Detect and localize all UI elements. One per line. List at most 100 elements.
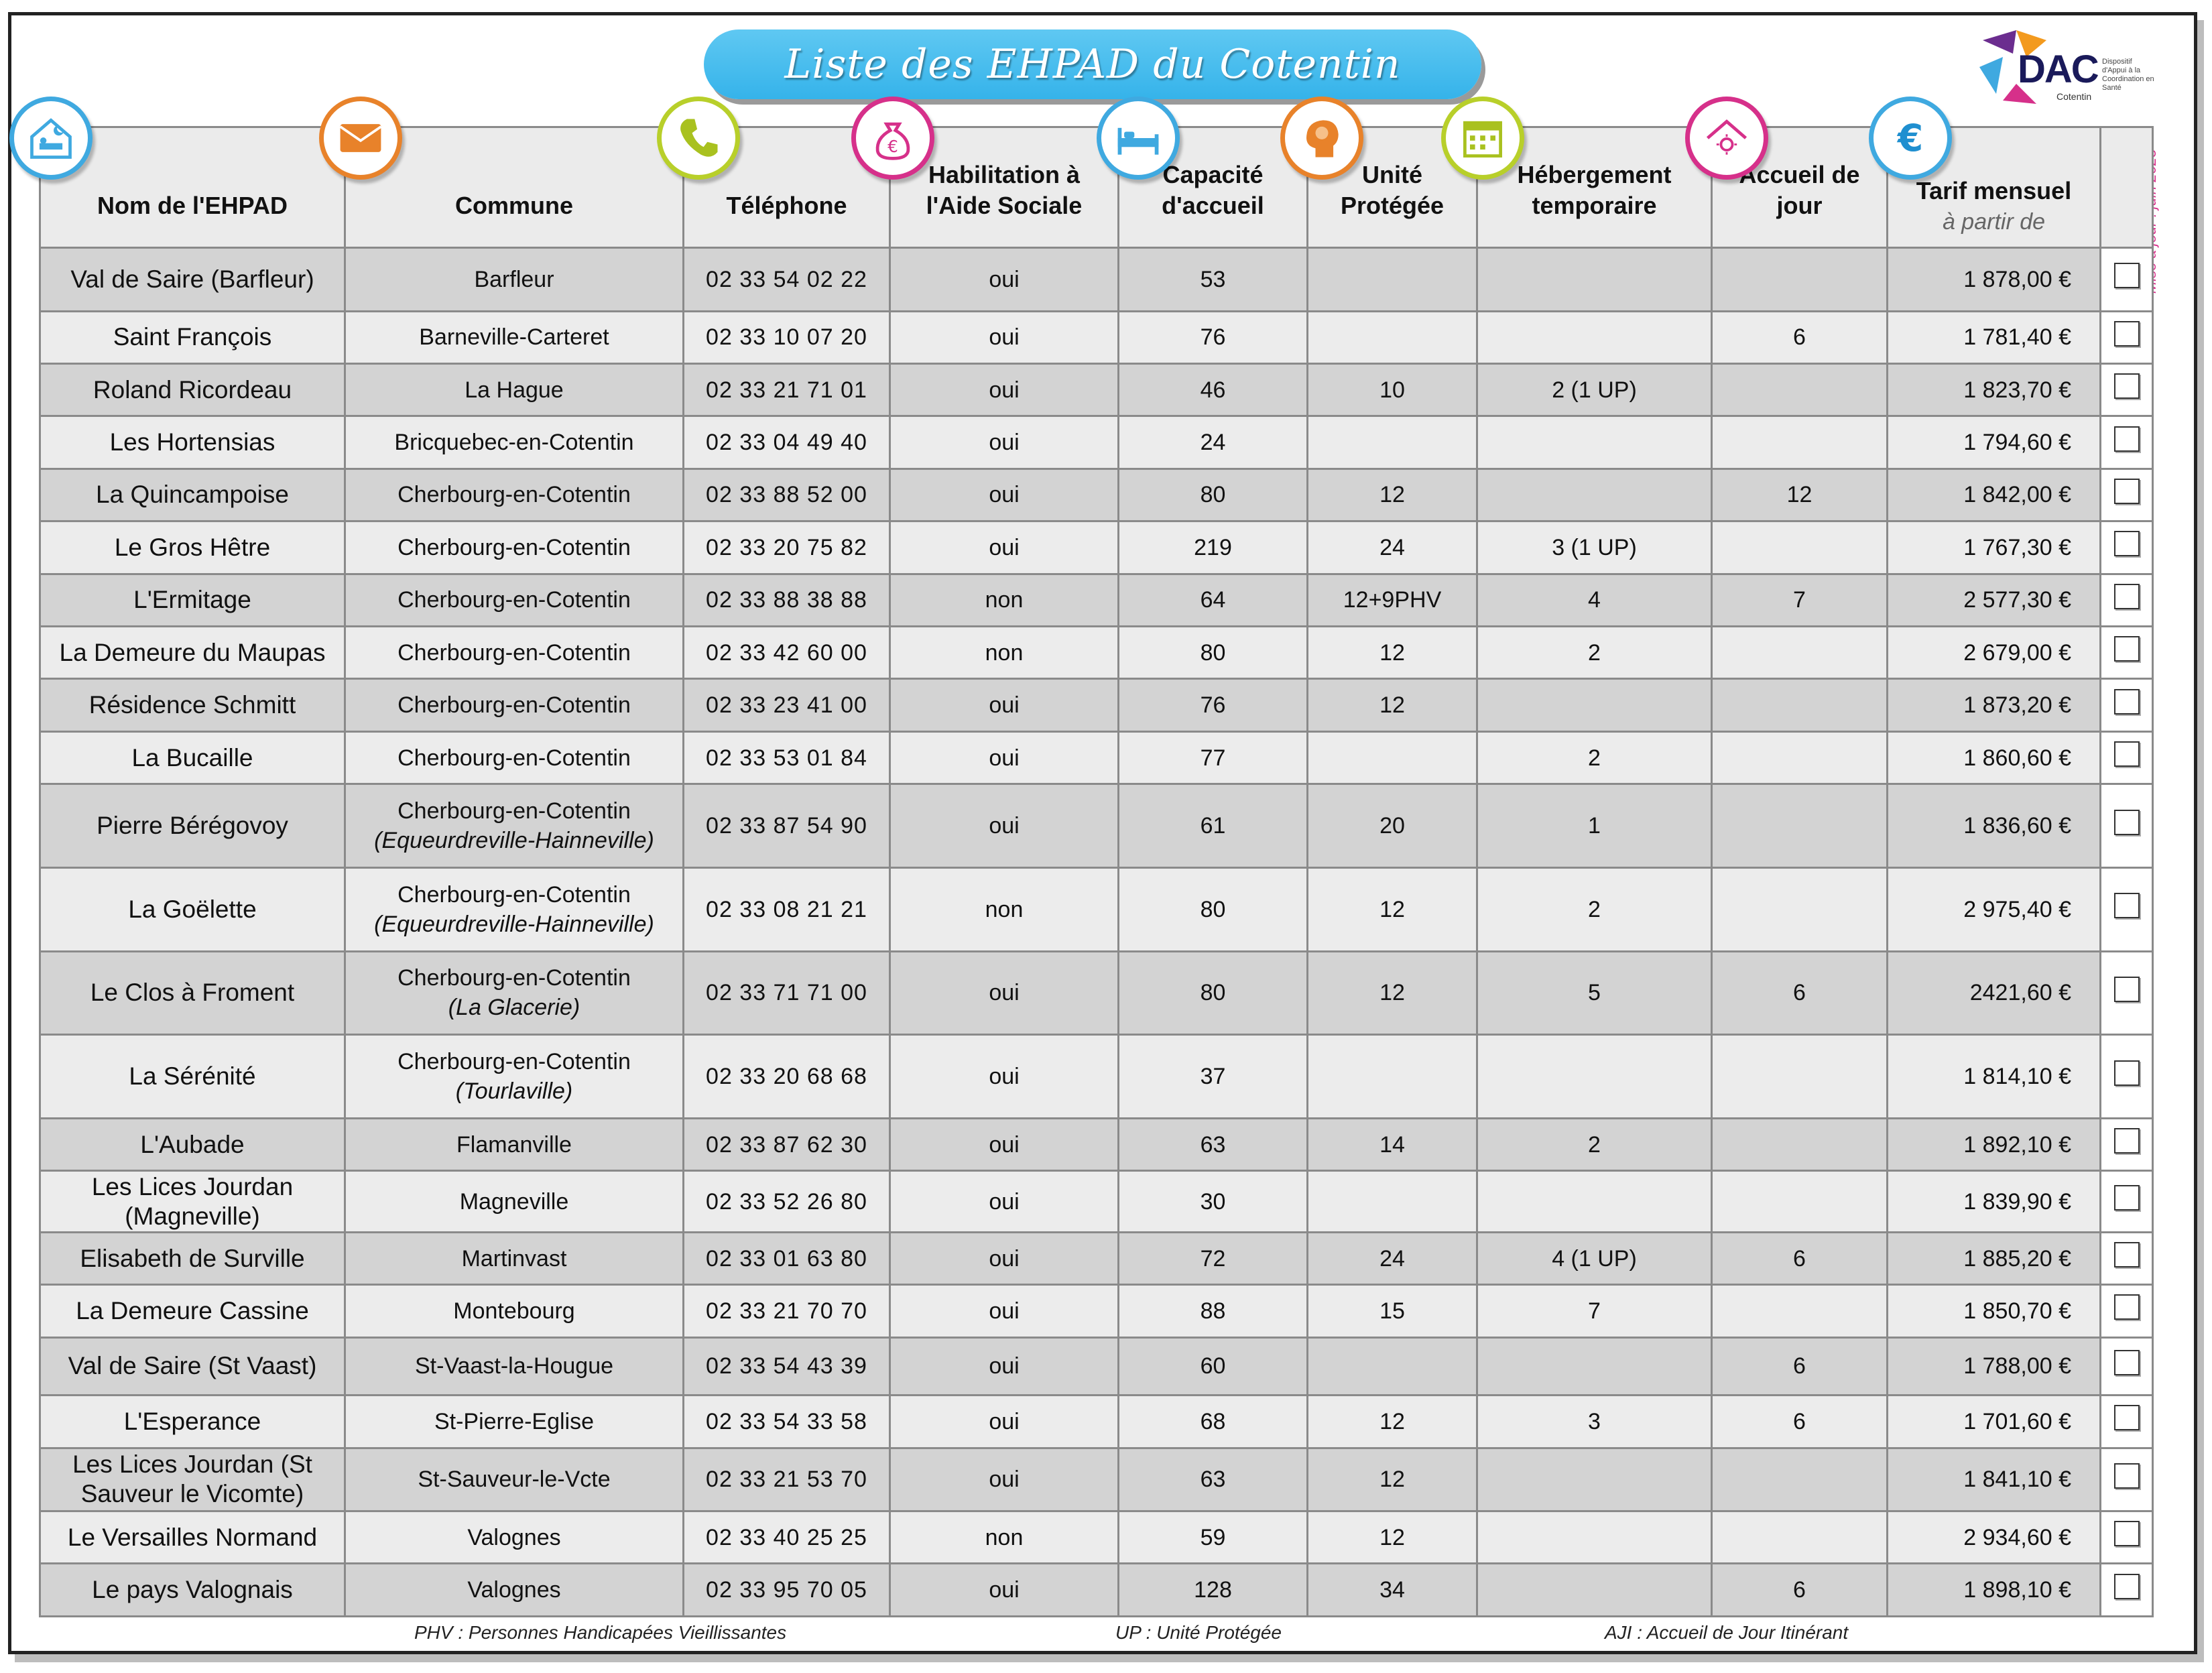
- row-checkbox[interactable]: [2113, 426, 2140, 452]
- commune-cell: Flamanville: [344, 1117, 684, 1172]
- table-row: Saint François Barneville-Carteret 02 33 1…: [39, 310, 2154, 365]
- hebergement-temporaire-cell: [1476, 415, 1713, 470]
- commune-cell: Cherbourg-en-Cotentin (La Glacerie): [344, 950, 684, 1036]
- svg-text:€: €: [887, 137, 898, 156]
- sun-house-icon: [1685, 97, 1768, 180]
- table-row: Résidence Schmitt Cherbourg-en-Cotentin 02…: [39, 678, 2154, 733]
- commune-cell: Cherbourg-en-Cotentin: [344, 730, 684, 786]
- row-checkbox[interactable]: [2113, 583, 2140, 609]
- table-row: Les Hortensias Bricquebec-en-Cotentin 02 3…: [39, 415, 2154, 470]
- capacite-cell: 53: [1117, 247, 1308, 312]
- row-checkbox[interactable]: [2113, 1405, 2140, 1431]
- ehpad-name: Les Lices Jourdan (St Sauveur le Vicomte…: [39, 1446, 346, 1513]
- tarif-cell: 1 767,30 €: [1886, 520, 2101, 575]
- tarif-cell: 2 934,60 €: [1886, 1510, 2101, 1565]
- row-checkbox[interactable]: [2113, 478, 2140, 504]
- accueil-de-jour-cell: [1711, 415, 1888, 470]
- select-cell: [2099, 866, 2154, 952]
- ehpad-name: Les Lices Jourdan (Magneville): [39, 1170, 346, 1233]
- tarif-cell: 1 788,00 €: [1886, 1336, 2101, 1397]
- tarif-cell: 1 892,10 €: [1886, 1117, 2101, 1172]
- table-row: Val de Saire (Barfleur) Barfleur 02 33 54 …: [39, 247, 2154, 312]
- header-checkbox-column: [2099, 126, 2154, 249]
- capacite-cell: 76: [1117, 310, 1308, 365]
- table-row: Le Clos à Froment Cherbourg-en-Cotentin (L…: [39, 950, 2154, 1036]
- row-checkbox[interactable]: [2113, 741, 2140, 767]
- phone-cell: 02 33 21 70 70: [682, 1284, 891, 1339]
- ehpad-name: Pierre Bérégovoy: [39, 783, 346, 869]
- unite-protegee-cell: [1306, 730, 1478, 786]
- accueil-de-jour-cell: [1711, 520, 1888, 575]
- logo-subtitle: Dispositif d'Appui à la Coordination en …: [2102, 58, 2154, 92]
- row-checkbox[interactable]: [2113, 263, 2140, 289]
- accueil-de-jour-cell: 7: [1711, 572, 1888, 628]
- capacite-cell: 80: [1117, 950, 1308, 1036]
- unite-protegee-cell: 20: [1306, 783, 1478, 869]
- habilitation-cell: oui: [889, 247, 1119, 312]
- row-checkbox[interactable]: [2113, 373, 2140, 399]
- tarif-cell: 1 873,20 €: [1886, 678, 2101, 733]
- row-checkbox[interactable]: [2113, 976, 2140, 1002]
- phone-cell: 02 33 21 53 70: [682, 1446, 891, 1513]
- select-cell: [2099, 1510, 2154, 1565]
- ehpad-name: Roland Ricordeau: [39, 362, 346, 418]
- habilitation-cell: oui: [889, 310, 1119, 365]
- header-capacite: Capacité d'accueil: [1117, 126, 1308, 249]
- hebergement-temporaire-cell: 5: [1476, 950, 1713, 1036]
- row-checkbox[interactable]: [2113, 893, 2140, 919]
- capacite-cell: 64: [1117, 572, 1308, 628]
- row-checkbox[interactable]: [2113, 1573, 2140, 1599]
- habilitation-cell: oui: [889, 467, 1119, 523]
- habilitation-cell: non: [889, 1510, 1119, 1565]
- row-checkbox[interactable]: [2113, 1185, 2140, 1211]
- row-checkbox[interactable]: [2113, 1463, 2140, 1489]
- phone-cell: 02 33 87 62 30: [682, 1117, 891, 1172]
- unite-protegee-cell: 12+9PHV: [1306, 572, 1478, 628]
- row-checkbox[interactable]: [2113, 1521, 2140, 1547]
- commune-name: Cherbourg-en-Cotentin: [397, 965, 631, 991]
- habilitation-cell: oui: [889, 678, 1119, 733]
- capacite-cell: 72: [1117, 1231, 1308, 1286]
- row-checkbox[interactable]: [2113, 1128, 2140, 1154]
- commune-district: (Equeurdreville-Hainneville): [374, 828, 654, 854]
- commune-name: Cherbourg-en-Cotentin: [397, 1049, 631, 1075]
- tarif-cell: 1 860,60 €: [1886, 730, 2101, 786]
- hebergement-temporaire-cell: [1476, 1562, 1713, 1617]
- phone-cell: 02 33 54 33 58: [682, 1394, 891, 1449]
- ehpad-name: L'Esperance: [39, 1394, 346, 1449]
- select-cell: [2099, 415, 2154, 470]
- accueil-de-jour-cell: 12: [1711, 467, 1888, 523]
- row-checkbox[interactable]: [2113, 1242, 2140, 1268]
- ehpad-name: Le pays Valognais: [39, 1562, 346, 1617]
- row-checkbox[interactable]: [2113, 531, 2140, 557]
- money-bag-icon: €: [851, 97, 934, 180]
- row-checkbox[interactable]: [2113, 1294, 2140, 1320]
- hebergement-temporaire-cell: [1476, 1336, 1713, 1397]
- tarif-cell: 2 679,00 €: [1886, 625, 2101, 680]
- table-row: Le Gros Hêtre Cherbourg-en-Cotentin 02 33 …: [39, 520, 2154, 575]
- row-checkbox[interactable]: [2113, 809, 2140, 835]
- capacite-cell: 77: [1117, 730, 1308, 786]
- row-checkbox[interactable]: [2113, 636, 2140, 662]
- hebergement-temporaire-cell: 2 (1 UP): [1476, 362, 1713, 418]
- habilitation-cell: oui: [889, 1562, 1119, 1617]
- commune-cell: Cherbourg-en-Cotentin: [344, 625, 684, 680]
- row-checkbox[interactable]: [2113, 1349, 2140, 1375]
- select-cell: [2099, 1394, 2154, 1449]
- unite-protegee-cell: [1306, 1336, 1478, 1397]
- tarif-cell: 1 850,70 €: [1886, 1284, 2101, 1339]
- habilitation-cell: oui: [889, 1117, 1119, 1172]
- unite-protegee-cell: 12: [1306, 678, 1478, 733]
- table-row: L'Esperance St-Pierre-Eglise 02 33 54 33 5…: [39, 1394, 2154, 1449]
- unite-protegee-cell: 24: [1306, 1231, 1478, 1286]
- habilitation-cell: oui: [889, 1231, 1119, 1286]
- ehpad-name: Le Versailles Normand: [39, 1510, 346, 1565]
- commune-cell: Bricquebec-en-Cotentin: [344, 415, 684, 470]
- unite-protegee-cell: 12: [1306, 625, 1478, 680]
- row-checkbox[interactable]: [2113, 320, 2140, 347]
- row-checkbox[interactable]: [2113, 688, 2140, 715]
- hebergement-temporaire-cell: 2: [1476, 625, 1713, 680]
- row-checkbox[interactable]: [2113, 1060, 2140, 1086]
- habilitation-cell: oui: [889, 1394, 1119, 1449]
- ehpad-name: Le Clos à Froment: [39, 950, 346, 1036]
